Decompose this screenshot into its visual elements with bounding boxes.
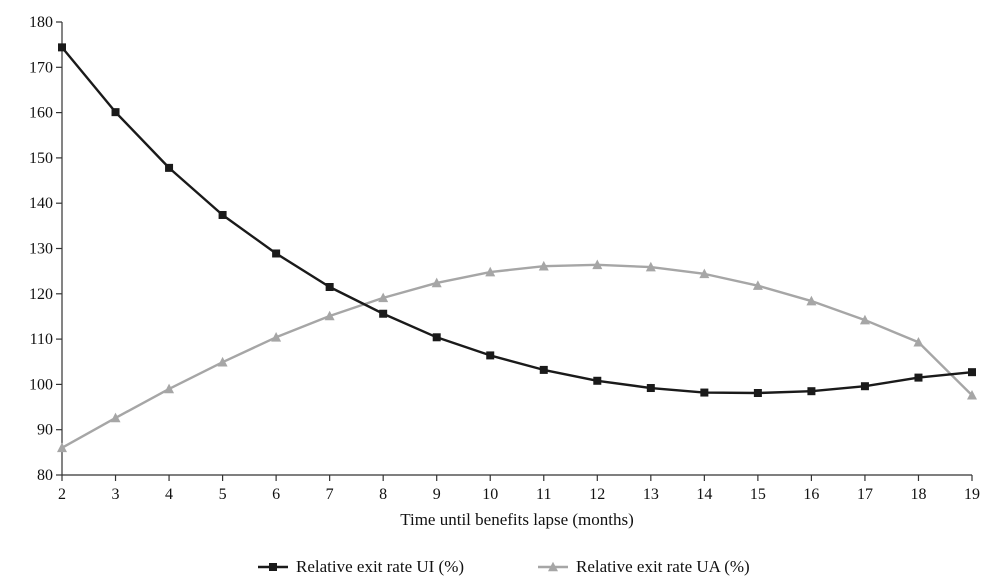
legend-item-ua: Relative exit rate UA (%) bbox=[538, 557, 750, 576]
series-ua-point bbox=[967, 389, 977, 400]
series-ui-point bbox=[379, 309, 388, 318]
y-tick-label: 90 bbox=[37, 422, 53, 439]
y-tick-label: 130 bbox=[29, 241, 53, 258]
x-tick-label: 2 bbox=[58, 486, 66, 503]
series-ui bbox=[58, 43, 976, 398]
series-ui-point bbox=[58, 43, 66, 52]
series-ui-point bbox=[111, 108, 120, 117]
series-ui-point bbox=[486, 351, 495, 360]
y-tick-label: 120 bbox=[29, 286, 53, 303]
y-tick-label: 100 bbox=[29, 376, 53, 393]
x-tick-label: 7 bbox=[326, 486, 334, 503]
series-ua-point bbox=[271, 332, 282, 342]
x-tick-label: 13 bbox=[643, 486, 659, 503]
y-tick-label: 140 bbox=[29, 195, 53, 212]
series-layer bbox=[57, 43, 977, 453]
y-tick-label: 160 bbox=[29, 105, 53, 122]
x-tick-label: 5 bbox=[219, 486, 227, 503]
x-axis-title: Time until benefits lapse (months) bbox=[400, 510, 634, 529]
y-tick-label: 170 bbox=[29, 59, 53, 76]
series-ua bbox=[57, 259, 977, 453]
series-ua-point bbox=[324, 310, 335, 321]
x-tick-label: 18 bbox=[910, 486, 926, 503]
series-ui-line bbox=[61, 46, 973, 395]
series-ui-point bbox=[325, 283, 334, 292]
y-tick-label: 180 bbox=[29, 14, 53, 31]
legend-marker-ua bbox=[548, 561, 558, 572]
series-ua-point bbox=[217, 356, 228, 367]
x-tick-label: 19 bbox=[964, 486, 980, 503]
y-tick-label: 150 bbox=[29, 150, 53, 167]
series-ui-point bbox=[914, 373, 923, 382]
series-ua-point bbox=[752, 280, 763, 290]
x-tick-label: 10 bbox=[482, 486, 498, 503]
x-tick-label: 14 bbox=[696, 486, 712, 503]
series-ui-point bbox=[807, 387, 816, 396]
y-axis-ticks: 80 90 100 110 120 130 140 150 160 170 180 bbox=[29, 14, 62, 484]
series-ua-line bbox=[61, 263, 973, 449]
series-ui-point bbox=[272, 249, 281, 258]
x-tick-label: 12 bbox=[589, 486, 605, 503]
x-tick-label: 9 bbox=[433, 486, 441, 503]
series-ua-point bbox=[806, 295, 817, 306]
series-ua-point bbox=[538, 260, 549, 271]
series-ui-point bbox=[593, 376, 602, 385]
x-axis-ticks: 2 3 4 5 6 7 8 9 10 11 12 13 14 15 16 17 18 19 bbox=[58, 475, 980, 503]
series-ua-point bbox=[57, 442, 67, 453]
series-ua-point bbox=[859, 314, 870, 325]
x-tick-label: 17 bbox=[857, 486, 873, 503]
legend-label-ui: Relative exit rate UI (%) bbox=[296, 557, 464, 576]
series-ua-point bbox=[645, 261, 656, 272]
x-tick-label: 6 bbox=[272, 486, 280, 503]
series-ua-point bbox=[592, 259, 603, 270]
series-ua-point bbox=[699, 268, 710, 279]
legend-label-ua: Relative exit rate UA (%) bbox=[576, 557, 750, 576]
series-ui-point bbox=[539, 365, 548, 374]
x-tick-label: 4 bbox=[165, 486, 173, 503]
y-tick-label: 110 bbox=[30, 331, 53, 348]
series-ui-point bbox=[753, 389, 762, 398]
axes bbox=[61, 22, 972, 476]
x-tick-label: 16 bbox=[803, 486, 819, 503]
series-ua-point bbox=[110, 412, 121, 423]
series-ua-point bbox=[378, 292, 389, 303]
series-ui-point bbox=[968, 368, 976, 377]
x-tick-label: 3 bbox=[112, 486, 120, 503]
legend: Relative exit rate UI (%) Relative exit … bbox=[258, 557, 750, 576]
legend-marker-ui bbox=[269, 563, 277, 571]
series-ui-point bbox=[165, 163, 174, 172]
x-tick-label: 8 bbox=[379, 486, 387, 503]
series-ua-point bbox=[485, 266, 496, 277]
series-ua-point bbox=[913, 336, 924, 347]
x-tick-label: 15 bbox=[750, 486, 766, 503]
series-ui-point bbox=[432, 333, 441, 342]
series-ui-point bbox=[218, 210, 227, 219]
series-ui-point bbox=[646, 384, 655, 393]
series-ui-point bbox=[700, 388, 709, 397]
series-ua-point bbox=[164, 383, 175, 394]
legend-item-ui: Relative exit rate UI (%) bbox=[258, 557, 464, 576]
x-tick-label: 11 bbox=[536, 486, 551, 503]
series-ua-point bbox=[431, 277, 442, 288]
y-tick-label: 80 bbox=[37, 467, 53, 484]
series-ui-point bbox=[860, 382, 869, 391]
